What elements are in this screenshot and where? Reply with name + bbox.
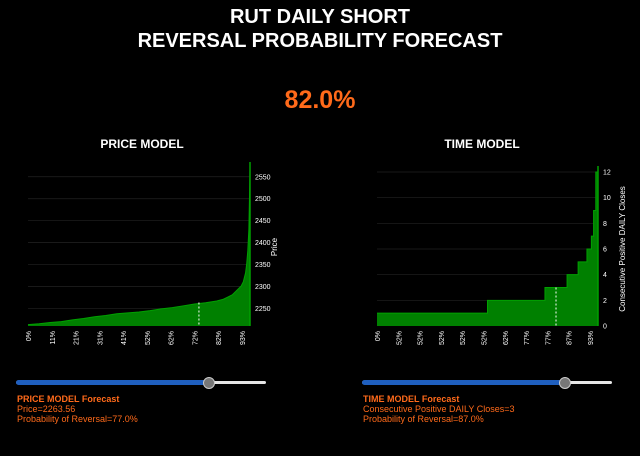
page-title-line2: REVERSAL PROBABILITY FORECAST	[137, 30, 503, 52]
price-x-tick-label: 31%	[97, 331, 104, 345]
time-x-tick-label: 0%	[375, 331, 382, 341]
price-model-chart: 2250 2300 2350 2400 2450 2500 2550 0% 11% 21% 31% 4…	[26, 162, 279, 345]
time-y-tick-label: 4	[603, 272, 607, 279]
price-area	[28, 170, 250, 326]
time-x-tick-label: 52%	[482, 331, 489, 345]
price-y-tick-label: 2500	[255, 196, 271, 203]
price-x-tick-label: 72%	[192, 331, 199, 345]
time-model-chart: 0 2 4 6 8 10 12 0% 52% 52% 52% 52% 52% 62% 77% 77% 87% 93…	[375, 166, 627, 345]
time-model-slider[interactable]	[362, 376, 612, 390]
time-forecast-title: TIME MODEL Forecast	[363, 394, 460, 404]
price-y-tick-label: 2450	[255, 218, 271, 225]
time-y-tick-label: 0	[603, 324, 607, 331]
price-x-tick-label: 41%	[121, 331, 128, 345]
time-forecast-probability: Probability of Reversal=87.0%	[363, 414, 484, 424]
time-y-tick-label: 6	[603, 247, 607, 254]
overall-probability: 82.0%	[284, 86, 356, 114]
price-x-tick-label: 11%	[50, 331, 57, 345]
time-y-tick-label: 12	[603, 170, 611, 177]
price-model-title: PRICE MODEL	[100, 137, 184, 151]
time-series-line	[377, 171, 598, 314]
time-forecast-panel: TIME MODEL Forecast Consecutive Positive…	[363, 394, 515, 424]
time-y-tick-label: 2	[603, 298, 607, 305]
price-x-tick-label: 52%	[145, 331, 152, 345]
price-forecast-price: Price=2263.56	[17, 404, 76, 414]
time-y-tick-label: 10	[603, 195, 611, 202]
time-x-tick-label: 52%	[396, 331, 403, 345]
time-x-tick-label: 52%	[418, 331, 425, 345]
time-slider-thumb[interactable]	[558, 377, 571, 389]
price-forecast-panel: PRICE MODEL Forecast Price=2263.56 Proba…	[17, 394, 138, 424]
price-x-tick-label: 93%	[240, 331, 247, 345]
time-x-tick-label: 77%	[524, 331, 531, 345]
price-x-tick-label: 0%	[26, 331, 33, 341]
time-x-tick-label: 62%	[503, 331, 510, 345]
price-y-tick-label: 2400	[255, 240, 271, 247]
price-model-slider[interactable]	[16, 376, 266, 390]
time-slider-fill	[362, 380, 565, 385]
price-y-axis-label: Price	[270, 237, 279, 256]
page-title-line1: RUT DAILY SHORT	[229, 6, 411, 28]
time-x-tick-label: 77%	[545, 331, 552, 345]
time-x-tick-label: 93%	[588, 331, 595, 345]
price-x-tick-label: 82%	[216, 331, 223, 345]
time-y-axis-label: Consecutive Positive DAILY Closes	[618, 186, 627, 312]
price-y-tick-label: 2250	[255, 306, 271, 313]
time-forecast-closes: Consecutive Positive DAILY Closes=3	[363, 404, 515, 414]
time-x-tick-label: 52%	[439, 331, 446, 345]
time-model-title: TIME MODEL	[444, 137, 520, 151]
time-x-tick-label: 87%	[567, 331, 574, 345]
price-slider-thumb[interactable]	[202, 377, 215, 389]
price-x-tick-label: 62%	[169, 331, 176, 345]
price-series-line	[27, 170, 251, 326]
price-y-tick-label: 2300	[255, 284, 271, 291]
time-x-tick-label: 52%	[460, 331, 467, 345]
price-forecast-title: PRICE MODEL Forecast	[17, 394, 120, 404]
price-slider-fill	[16, 380, 209, 385]
time-y-tick-label: 8	[603, 221, 607, 228]
price-y-tick-label: 2550	[255, 174, 271, 181]
time-area	[377, 172, 598, 326]
price-y-tick-label: 2350	[255, 262, 271, 269]
price-forecast-probability: Probability of Reversal=77.0%	[17, 414, 138, 424]
price-x-tick-label: 21%	[74, 331, 81, 345]
